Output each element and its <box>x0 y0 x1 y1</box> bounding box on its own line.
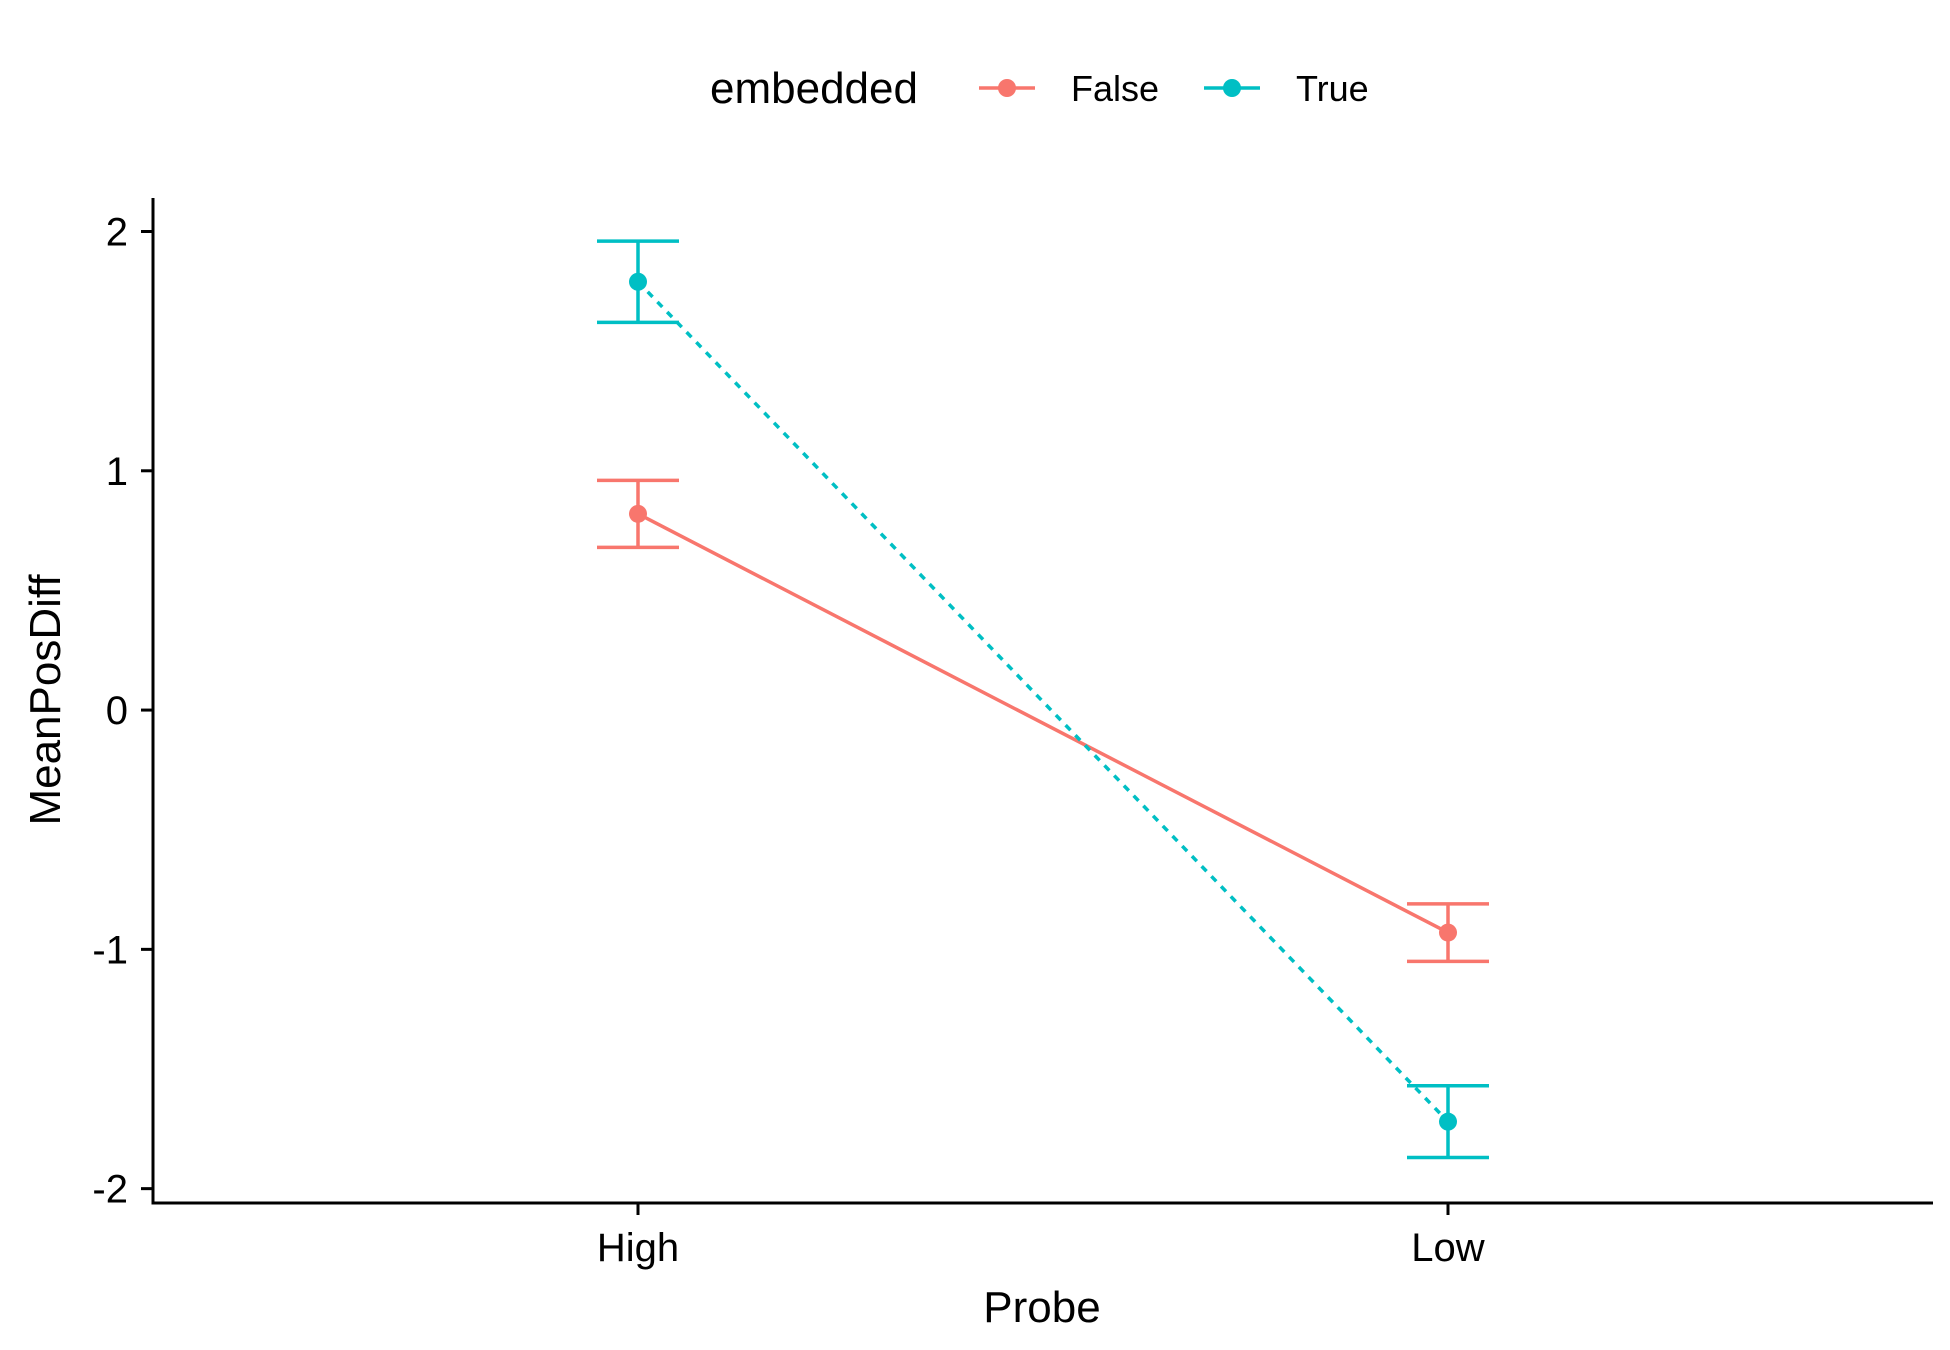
y-tick-label: -2 <box>92 1168 128 1212</box>
plot-area <box>597 239 1489 1160</box>
legend-label: False <box>1071 68 1159 109</box>
x-axis-title: Probe <box>983 1283 1100 1332</box>
y-axis-title: MeanPosDiff <box>21 574 70 826</box>
data-point <box>1439 923 1457 942</box>
data-point <box>629 272 647 291</box>
data-point <box>629 504 647 523</box>
series-false <box>597 478 1489 964</box>
x-ticks: High Low <box>597 1203 1485 1270</box>
x-tick-label: Low <box>1411 1226 1484 1270</box>
legend: embedded False True <box>710 64 1369 113</box>
x-tick-label: High <box>597 1226 679 1270</box>
series-line-true <box>636 280 1450 1123</box>
series-line-false <box>637 512 1449 935</box>
y-tick-label: 1 <box>106 450 128 494</box>
legend-title: embedded <box>710 64 918 113</box>
data-point <box>1439 1112 1457 1131</box>
y-tick-label: 2 <box>106 211 128 255</box>
legend-item-true: True <box>1204 68 1369 109</box>
legend-key-point <box>1223 79 1241 97</box>
y-tick-label: -1 <box>92 928 128 972</box>
legend-item-false: False <box>979 68 1159 109</box>
y-tick-label: 0 <box>106 689 128 733</box>
legend-key-point <box>998 79 1016 97</box>
y-ticks: 2 1 0 -1 -2 <box>92 211 153 1212</box>
legend-label: True <box>1296 68 1369 109</box>
series-true <box>597 239 1489 1160</box>
